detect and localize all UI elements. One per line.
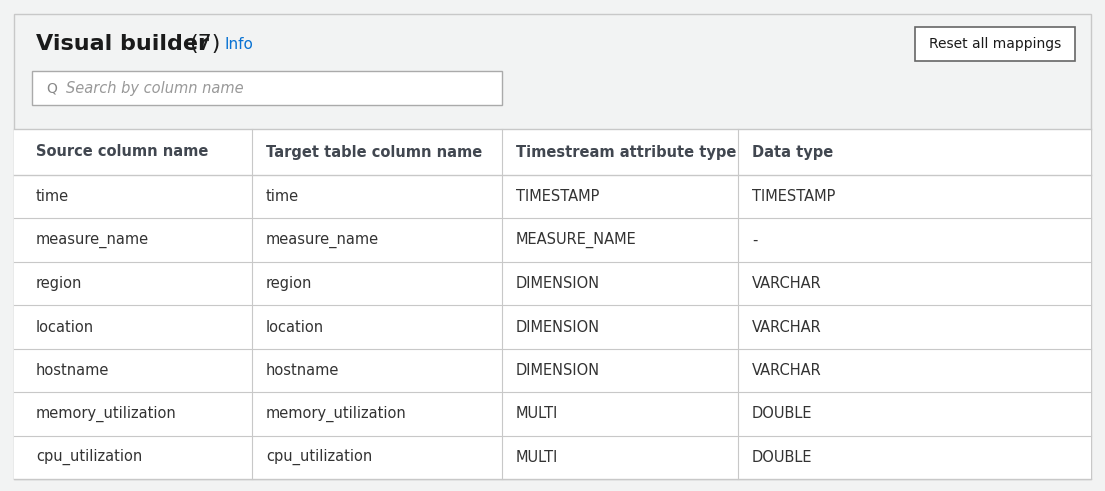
Text: (7): (7) — [189, 34, 220, 54]
Text: DIMENSION: DIMENSION — [516, 276, 600, 291]
Text: TIMESTAMP: TIMESTAMP — [516, 189, 599, 204]
Text: hostname: hostname — [36, 363, 109, 378]
Text: DIMENSION: DIMENSION — [516, 363, 600, 378]
Text: measure_name: measure_name — [266, 233, 379, 247]
Text: cpu_utilization: cpu_utilization — [266, 449, 372, 465]
Text: DIMENSION: DIMENSION — [516, 320, 600, 334]
Bar — [32, 71, 502, 105]
Text: MULTI: MULTI — [516, 407, 558, 421]
Text: Source column name: Source column name — [36, 144, 209, 160]
Bar — [14, 129, 1091, 479]
Text: Visual builder: Visual builder — [36, 34, 209, 54]
Text: region: region — [266, 276, 313, 291]
Text: DOUBLE: DOUBLE — [753, 450, 812, 465]
Text: MEASURE_NAME: MEASURE_NAME — [516, 232, 636, 248]
Bar — [14, 175, 1091, 218]
Text: Target table column name: Target table column name — [266, 144, 482, 160]
Text: cpu_utilization: cpu_utilization — [36, 449, 143, 465]
Text: time: time — [266, 189, 299, 204]
Text: location: location — [36, 320, 94, 334]
Text: TIMESTAMP: TIMESTAMP — [753, 189, 835, 204]
Text: memory_utilization: memory_utilization — [266, 406, 407, 422]
Text: VARCHAR: VARCHAR — [753, 363, 822, 378]
Bar — [14, 262, 1091, 305]
Bar — [14, 392, 1091, 436]
Text: -: - — [753, 233, 757, 247]
Bar — [14, 305, 1091, 349]
Text: Search by column name: Search by column name — [66, 81, 243, 96]
Text: hostname: hostname — [266, 363, 339, 378]
Text: Timestream attribute type: Timestream attribute type — [516, 144, 736, 160]
Text: VARCHAR: VARCHAR — [753, 320, 822, 334]
Bar — [14, 129, 1091, 175]
Text: region: region — [36, 276, 83, 291]
Text: MULTI: MULTI — [516, 450, 558, 465]
Text: VARCHAR: VARCHAR — [753, 276, 822, 291]
Text: Reset all mappings: Reset all mappings — [929, 37, 1061, 51]
Text: time: time — [36, 189, 70, 204]
Text: memory_utilization: memory_utilization — [36, 406, 177, 422]
Text: Q: Q — [46, 81, 56, 95]
Text: Data type: Data type — [753, 144, 833, 160]
Text: DOUBLE: DOUBLE — [753, 407, 812, 421]
Bar — [14, 436, 1091, 479]
Text: Info: Info — [224, 36, 253, 52]
Text: measure_name: measure_name — [36, 233, 149, 247]
Bar — [14, 218, 1091, 262]
Bar — [14, 349, 1091, 392]
Bar — [915, 27, 1075, 61]
Text: location: location — [266, 320, 324, 334]
